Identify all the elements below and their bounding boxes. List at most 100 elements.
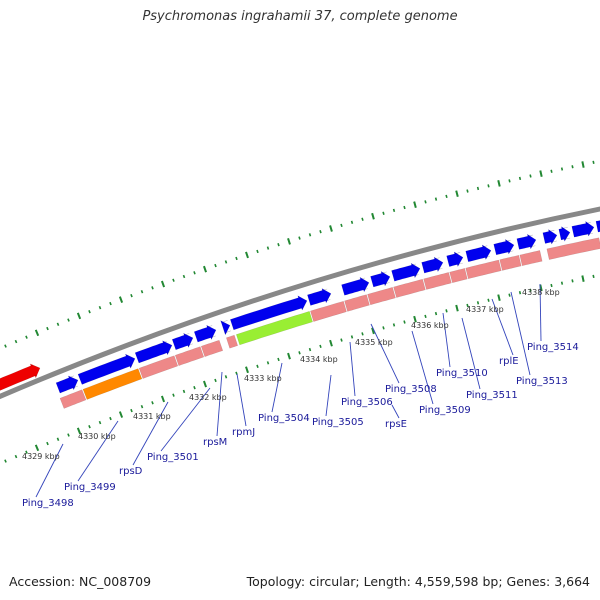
leader-line xyxy=(442,312,451,368)
inner-tick xyxy=(476,301,480,305)
inner-tick xyxy=(298,351,301,355)
outer-tick xyxy=(497,180,501,187)
reverse-gene xyxy=(200,339,224,358)
inner-tick xyxy=(455,304,459,312)
outer-tick xyxy=(25,335,28,339)
inner-tick xyxy=(340,338,343,342)
leader-line xyxy=(491,298,514,356)
reverse-gene xyxy=(546,237,600,260)
leader-line xyxy=(349,341,356,397)
forward-gene xyxy=(171,332,194,351)
outer-tick xyxy=(518,176,522,181)
gene-label: Ping_3510 xyxy=(436,368,488,379)
leader-line xyxy=(325,374,332,417)
outer-tick xyxy=(266,246,270,250)
forward-gene xyxy=(571,220,595,238)
reverse-gene xyxy=(82,368,143,400)
forward-gene xyxy=(220,320,232,336)
outer-tick xyxy=(424,200,427,204)
kbp-label: 4330 kbp xyxy=(78,432,116,441)
outer-tick xyxy=(67,318,70,322)
forward-gene xyxy=(193,324,217,343)
gene-label: rpsD xyxy=(119,466,143,477)
outer-tick xyxy=(245,251,249,259)
inner-tick xyxy=(539,284,543,292)
inner-tick xyxy=(319,344,322,349)
gene-label: rpmJ xyxy=(232,427,255,438)
inner-tick xyxy=(130,408,133,413)
forward-gene xyxy=(493,238,515,256)
gene-label-leaders xyxy=(35,283,542,498)
inner-tick xyxy=(46,441,49,446)
leader-line xyxy=(539,283,542,342)
leader-line xyxy=(370,323,400,384)
inner-tick xyxy=(14,454,18,459)
inner-tick xyxy=(224,375,228,379)
reverse-gene xyxy=(519,250,543,266)
outer-tick xyxy=(34,329,40,337)
inner-tick xyxy=(560,281,564,285)
leader-line xyxy=(132,401,169,466)
outer-tick xyxy=(476,186,480,191)
kbp-label: 4331 kbp xyxy=(133,412,171,421)
inner-tick xyxy=(413,315,417,323)
leader-line xyxy=(271,362,283,413)
outer-tick xyxy=(413,201,417,208)
gene-label: Ping_3501 xyxy=(147,452,199,463)
gene-labels: Ping_3498Ping_3499rpsDPing_3501rpsMrpmJP… xyxy=(22,342,579,509)
leader-line xyxy=(77,420,119,482)
outer-tick xyxy=(88,310,91,314)
kbp-label: 4332 kbp xyxy=(189,393,227,402)
outer-tick xyxy=(361,217,364,221)
inner-tick xyxy=(361,332,364,336)
outer-tick xyxy=(193,271,196,275)
outer-tick xyxy=(130,293,133,298)
map-title: Psychromonas ingrahamii 37, complete gen… xyxy=(142,9,458,24)
inner-tick xyxy=(434,311,438,316)
outer-tick xyxy=(172,278,175,282)
rna-track xyxy=(0,363,41,391)
gene-label: Ping_3511 xyxy=(466,390,518,401)
inner-tick xyxy=(25,450,28,454)
leader-line xyxy=(216,371,223,437)
gene-label: Ping_3506 xyxy=(341,397,393,408)
outer-tick xyxy=(14,339,18,344)
forward-gene xyxy=(370,270,391,288)
leader-line xyxy=(411,330,434,405)
gene-label: Ping_3514 xyxy=(527,342,579,353)
gene-label: rpsE xyxy=(385,419,407,430)
outer-tick xyxy=(98,305,102,310)
forward-gene xyxy=(446,251,464,268)
gene-label: Ping_3509 xyxy=(419,405,471,416)
outer-tick xyxy=(182,274,186,279)
leader-line xyxy=(160,387,211,452)
outer-tick xyxy=(403,205,406,210)
inner-tick xyxy=(67,433,70,437)
outer-tick xyxy=(308,233,312,237)
inner-tick xyxy=(571,279,574,283)
outer-tick xyxy=(550,169,553,173)
outer-tick xyxy=(445,194,448,199)
gene-label: rpsM xyxy=(203,437,227,448)
outer-tick xyxy=(235,256,238,261)
inner-tick xyxy=(151,401,154,405)
reverse-gene xyxy=(449,267,468,284)
inner-tick xyxy=(98,420,102,425)
inner-tick xyxy=(508,293,511,297)
rna-gene xyxy=(0,363,41,391)
inner-tick xyxy=(109,416,112,421)
gene-label: Ping_3513 xyxy=(516,376,568,387)
forward-gene xyxy=(307,287,332,306)
kbp-labels: 4329 kbp 4330 kbp 4331 kbp 4332 kbp 4333 kbp… xyxy=(22,288,560,461)
reverse-gene xyxy=(174,346,205,367)
reverse-gene xyxy=(225,334,239,349)
outer-tick xyxy=(382,211,385,215)
leader-line xyxy=(236,373,247,427)
outer-tick xyxy=(109,301,112,306)
outer-tick xyxy=(560,167,564,171)
forward-gene xyxy=(465,244,492,263)
reverse-gene xyxy=(423,272,452,290)
outer-tick xyxy=(319,229,322,234)
inner-tick xyxy=(76,427,82,435)
